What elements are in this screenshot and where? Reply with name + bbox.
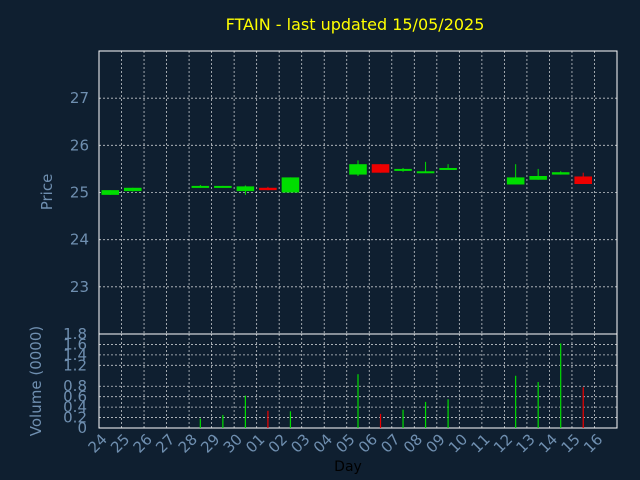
volume-bar xyxy=(357,374,359,428)
volume-tick-label: 1.4 xyxy=(63,346,87,364)
volume-bar xyxy=(289,411,292,428)
volume-tick-label: 0 xyxy=(77,419,87,437)
volume-tick-label: 0.4 xyxy=(63,398,87,416)
volume-bar xyxy=(424,401,427,428)
candle-body xyxy=(551,172,570,175)
volume-bar xyxy=(515,375,517,428)
volume-bar xyxy=(447,399,449,428)
candle-body xyxy=(574,176,593,185)
volume-tick-label: 1.8 xyxy=(63,325,87,343)
candle-body xyxy=(236,186,255,192)
volume-bar xyxy=(267,410,269,428)
candle-body xyxy=(259,187,277,191)
candle-body xyxy=(506,177,525,185)
price-panel: 23 24 25 26 27 xyxy=(70,50,618,335)
x-tick-label: 16 xyxy=(580,430,606,456)
volume-bar xyxy=(560,343,562,428)
price-tick-label: 26 xyxy=(70,136,89,154)
candle-body xyxy=(439,167,457,170)
candle-body xyxy=(394,168,412,171)
price-axis-label: Price xyxy=(38,174,56,211)
x-axis: 2425262728293001020304050607080910111213… xyxy=(85,430,607,456)
volume-bar xyxy=(537,382,539,428)
chart-title: FTAIN - last updated 15/05/2025 xyxy=(226,15,485,34)
volume-bar xyxy=(402,409,404,428)
candle-body xyxy=(416,171,435,174)
volume-bar xyxy=(582,387,584,428)
candle-body xyxy=(123,187,142,192)
volume-bar xyxy=(244,395,246,428)
candle-body xyxy=(349,164,367,175)
volume-tick-label: 0.6 xyxy=(63,388,87,406)
volume-bar xyxy=(379,413,382,428)
candle-body xyxy=(371,164,390,173)
price-tick-label: 24 xyxy=(70,231,89,249)
volume-panel: 00.20.40.60.8 1.21.41.61.8 xyxy=(63,325,618,437)
price-tick-label: 27 xyxy=(70,89,89,107)
volume-tick-label: 1.6 xyxy=(63,335,87,353)
candle-body xyxy=(214,185,232,188)
volume-tick-label: 0.2 xyxy=(63,409,87,427)
candle-body xyxy=(281,177,300,193)
volume-bar xyxy=(199,418,201,428)
volume-tick-label: 1.2 xyxy=(63,356,87,374)
price-tick-label: 23 xyxy=(70,278,89,296)
candle-body xyxy=(191,185,210,188)
candle-body xyxy=(101,190,120,195)
volume-bar xyxy=(222,414,224,428)
price-tick-label: 25 xyxy=(70,184,89,202)
x-axis-label: Day xyxy=(334,459,362,475)
candle-body xyxy=(529,175,547,180)
volume-axis-label: Volume (0000) xyxy=(27,326,45,436)
volume-tick-label: 0.8 xyxy=(63,377,87,395)
